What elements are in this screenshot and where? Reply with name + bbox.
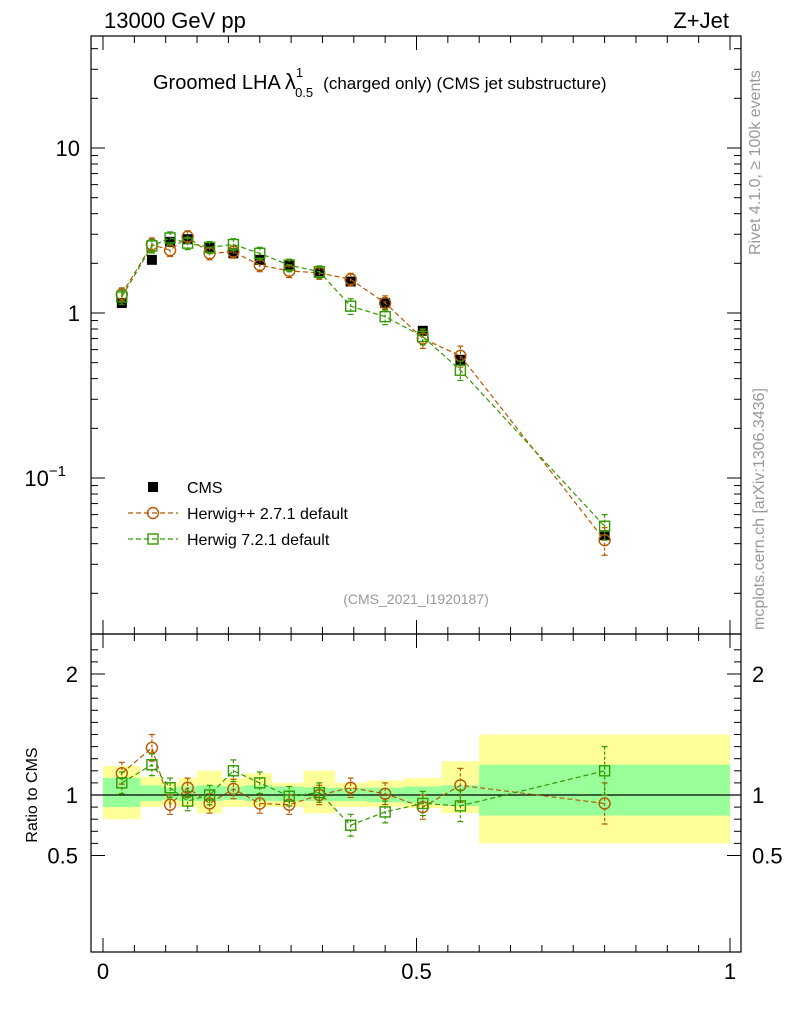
main-y-tick-label: 10−1 (24, 463, 66, 491)
data-point-herwig7 (203, 241, 216, 254)
ratio-point-herwig7 (417, 797, 429, 810)
series-herwig7 (116, 231, 611, 541)
data-point-herwig7 (146, 240, 158, 252)
header-collision-label: 13000 GeV pp (104, 8, 246, 33)
ratio-point-herwig7 (227, 765, 240, 777)
ratio-line-herwigpp (121, 746, 605, 808)
main-y-tick-label: 10 (56, 136, 80, 161)
x-tick-label: 0 (97, 959, 109, 984)
data-point-cms (345, 276, 356, 287)
rivet-version-label: Rivet 4.1.0, ≥ 100k events (747, 70, 764, 255)
main-y-tick-label: 1 (68, 301, 80, 326)
main-y-tick-label-base: 10 (24, 466, 48, 491)
legend-marker-cms (148, 482, 158, 492)
ratio-y-tick-label-right: 0.5 (752, 844, 783, 869)
data-point-herwig7 (181, 237, 194, 249)
ratio-point-herwig7 (454, 800, 467, 812)
ratio-band-inner (140, 785, 163, 802)
ratio-point-herwig7 (181, 795, 194, 807)
ratio-point-herwig7 (203, 789, 216, 801)
ratio-y-tick-label: 0.5 (47, 844, 78, 869)
ratio-point-herwigpp (227, 782, 240, 796)
data-point-herwig7 (227, 238, 240, 251)
ratio-point-herwig7 (379, 806, 391, 818)
plot-title-sub: 0.5 (295, 85, 313, 100)
data-point-herwig7 (598, 520, 611, 532)
data-point-herwig7 (164, 232, 176, 244)
plot-title-lambda: λ (285, 69, 296, 94)
data-point-herwig7 (344, 300, 357, 312)
data-point-herwig7 (254, 247, 266, 260)
analysis-id: (CMS_2021_I1920187) (343, 591, 489, 607)
ratio-point-herwig7 (164, 782, 176, 794)
ratio-point-herwig7 (313, 786, 326, 799)
legend-marker-herwigpp (146, 506, 160, 520)
ratio-line-herwig7 (121, 763, 605, 826)
plot-title-main: Groomed LHA (153, 72, 281, 94)
legend: CMS Herwig++ 2.7.1 default Herwig 7.2.1 de… (128, 480, 349, 549)
data-point-herwig7 (116, 291, 128, 303)
ratio-y-tick-label: 1 (66, 783, 78, 808)
ratio-point-herwig7 (344, 819, 357, 831)
data-point-herwig7 (454, 364, 467, 376)
legend-label-cms: CMS (187, 480, 223, 497)
data-point-herwigpp (378, 296, 392, 310)
ratio-point-herwig7 (116, 777, 128, 789)
data-point-herwig7 (417, 330, 429, 343)
main-y-tick-label-exp: −1 (49, 463, 66, 480)
x-tick-label: 1 (724, 959, 736, 984)
ratio-point-herwigpp (378, 787, 392, 800)
ratio-y-tick-label-right: 1 (752, 783, 764, 808)
ratio-point-herwigpp (253, 797, 266, 810)
data-point-herwig7 (313, 265, 326, 278)
plot-title-sup: 1 (296, 65, 303, 80)
legend-label-herwig7: Herwig 7.2.1 default (187, 532, 330, 549)
plot-title: Groomed LHA λ1 0.5 (charged only) (CMS jet … (153, 65, 607, 100)
ratio-point-herwig7 (598, 765, 611, 777)
ratio-y-axis-label: Ratio to CMS (24, 747, 41, 842)
ratio-point-herwig7 (146, 759, 158, 771)
data-point-herwig7 (379, 310, 391, 323)
ratio-point-herwig7 (283, 790, 295, 802)
ratio-band-inner (272, 786, 304, 802)
ratio-point-herwigpp (598, 797, 611, 810)
ratio-point-herwigpp (163, 798, 177, 811)
legend-label-herwigpp: Herwig++ 2.7.1 default (187, 506, 349, 523)
ratio-series-herwig7 (116, 745, 611, 837)
plot-title-rest: (charged only) (CMS jet substructure) (323, 74, 606, 93)
mcplots-label: mcplots.cern.ch [arXiv:1306.3436] (751, 388, 768, 630)
ratio-point-herwigpp (344, 781, 357, 794)
series-line-herwig7 (121, 237, 606, 527)
x-tick-label: 0.5 (401, 959, 432, 984)
data-point-cms (455, 354, 466, 365)
data-point-cms (165, 236, 176, 247)
series-line-herwigpp (121, 235, 606, 541)
ratio-y-tick-label-right: 2 (752, 662, 764, 687)
data-point-cms (146, 254, 157, 265)
ratio-point-herwig7 (254, 777, 266, 789)
data-point-herwig7 (283, 259, 295, 271)
legend-marker-herwig7 (147, 533, 159, 545)
header-process-label: Z+Jet (673, 8, 729, 33)
ratio-band-inner (244, 785, 273, 802)
ratio-panel: 0 0.5 1 2 2 1 1 0.5 0.5 (47, 633, 783, 984)
data-point-herwigpp (344, 273, 357, 286)
ratio-y-tick-label: 2 (66, 662, 78, 687)
